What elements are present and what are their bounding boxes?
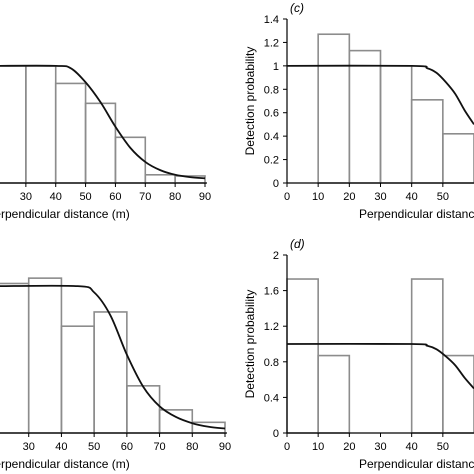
detection-curve: [0, 284, 226, 430]
detection-curve: [0, 64, 206, 180]
x-tick-label: 70: [153, 441, 165, 453]
histogram-bar: [0, 282, 30, 434]
y-tick-label: 0: [273, 178, 279, 190]
x-tick-label: 40: [55, 441, 67, 453]
histogram-bar: [84, 102, 117, 184]
x-tick-label: 80: [169, 191, 181, 203]
histogram-bar: [93, 311, 128, 434]
x-tick-label: 40: [50, 191, 62, 203]
y-tick-label: 0.4: [264, 392, 279, 404]
y-tick-label: 1.2: [264, 321, 279, 333]
y-axis-title: Detection probability: [243, 47, 257, 156]
x-tick-label: 20: [343, 191, 355, 203]
histogram-bar: [114, 136, 147, 184]
x-tick-label: 0: [284, 191, 290, 203]
x-tick-label: 10: [312, 441, 324, 453]
chart-panel-a: 30 40 50 60 70 80 90 Perpendicular distance (m): [0, 64, 211, 221]
x-axis-title: Perpendicular distance: [359, 207, 474, 221]
chart-panel-c: 0 10 20 30 40 50 0 0.2 0.4 0.6 0.8 1 1.2 1.4 Perpendic…: [243, 1, 474, 221]
x-tick-label: 50: [437, 441, 449, 453]
y-tick-label: 2: [273, 250, 279, 262]
histogram-bar: [126, 385, 161, 434]
x-tick-label: 70: [139, 191, 151, 203]
panel-tag: (c): [290, 1, 304, 15]
y-tick-label: 0.6: [264, 108, 279, 120]
x-tick-label: 50: [88, 441, 100, 453]
x-tick-label: 30: [374, 441, 386, 453]
detection-curve: [286, 64, 474, 125]
y-tick-label: 1.6: [264, 286, 279, 298]
x-axis-title: Perpendicular distance: [359, 457, 474, 471]
y-tick-label: 0: [273, 428, 279, 440]
histogram-bar: [317, 33, 351, 184]
y-tick-label: 0.8: [264, 84, 279, 96]
y-tick-label: 0.8: [264, 357, 279, 369]
histogram-bar: [410, 99, 444, 184]
y-tick-label: 0.2: [264, 155, 279, 167]
y-axis-title: Detection probability: [243, 290, 257, 399]
x-tick-label: 90: [199, 191, 211, 203]
x-tick-label: 50: [79, 191, 91, 203]
detection-curve: [286, 342, 474, 390]
histogram-bar: [286, 278, 319, 434]
histogram-bar: [379, 65, 413, 184]
histogram-bar: [410, 278, 444, 434]
histogram-bar: [442, 354, 474, 434]
y-tick-label: 1: [273, 61, 279, 73]
y-tick-label: 1.2: [264, 37, 279, 49]
histogram-bar: [25, 65, 57, 184]
panel-tag: (d): [290, 237, 305, 251]
histogram-bar: [317, 354, 351, 434]
x-axis-title: Perpendicular distance (m): [0, 207, 130, 221]
x-tick-label: 50: [437, 191, 449, 203]
histogram-bar: [54, 82, 87, 184]
x-tick-label: 10: [312, 191, 324, 203]
x-tick-label: 60: [121, 441, 133, 453]
x-tick-label: 30: [23, 441, 35, 453]
histogram-bar: [348, 49, 382, 184]
histogram-bar: [60, 325, 95, 434]
x-tick-label: 20: [343, 441, 355, 453]
y-tick-label: 1.4: [264, 14, 279, 26]
x-tick-label: 0: [284, 441, 290, 453]
x-tick-label: 60: [109, 191, 121, 203]
x-axis-title: Perpendicular distance (m): [0, 457, 130, 471]
x-tick-label: 80: [186, 441, 198, 453]
y-tick-label: 0.4: [264, 131, 279, 143]
x-tick-label: 30: [20, 191, 32, 203]
histogram-bar: [0, 65, 27, 184]
chart-panel-b: 30 40 50 60 70 80 90 Perpendicular distance (m): [0, 277, 231, 471]
chart-panel-d: 0 10 20 30 40 50 0 0.4 0.8 1.2 1.6 2 Perpendicular d…: [243, 237, 474, 471]
x-tick-label: 40: [406, 191, 418, 203]
x-tick-label: 90: [219, 441, 231, 453]
x-tick-label: 30: [374, 191, 386, 203]
x-tick-label: 40: [406, 441, 418, 453]
histogram-bar: [27, 277, 63, 434]
histogram-bar: [442, 133, 474, 184]
histogram-bar: [144, 174, 176, 184]
